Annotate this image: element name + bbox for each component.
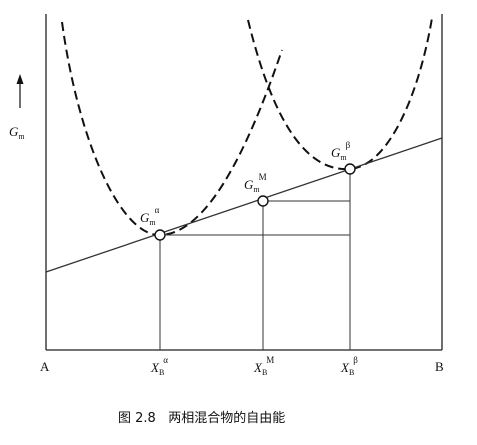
common-tangent-line: [45, 137, 443, 273]
figure-caption: 图 2.8 两相混合物的自由能: [118, 410, 285, 426]
y-axis-label-main: G: [9, 124, 19, 139]
beta-phase-curve: [247, 17, 433, 171]
label-g-mix: GmM: [244, 172, 267, 194]
label-g-beta: Gmβ: [331, 140, 351, 162]
point-beta: [344, 163, 356, 175]
tick-x-beta: XBβ: [340, 355, 358, 377]
point-alpha: [154, 229, 166, 241]
axis-end-b: B: [435, 359, 444, 374]
svg-text:Gm: Gm: [9, 124, 25, 141]
up-arrowhead-icon: [16, 74, 24, 84]
y-axis-label-sub: m: [18, 132, 25, 141]
y-axis-label: Gm: [9, 74, 25, 141]
axis-end-a: A: [40, 359, 50, 374]
label-g-alpha: Gmα: [140, 205, 160, 227]
point-mix: [257, 195, 269, 207]
tick-x-alpha: XBα: [150, 355, 168, 377]
tick-x-mix: XBM: [253, 355, 274, 377]
